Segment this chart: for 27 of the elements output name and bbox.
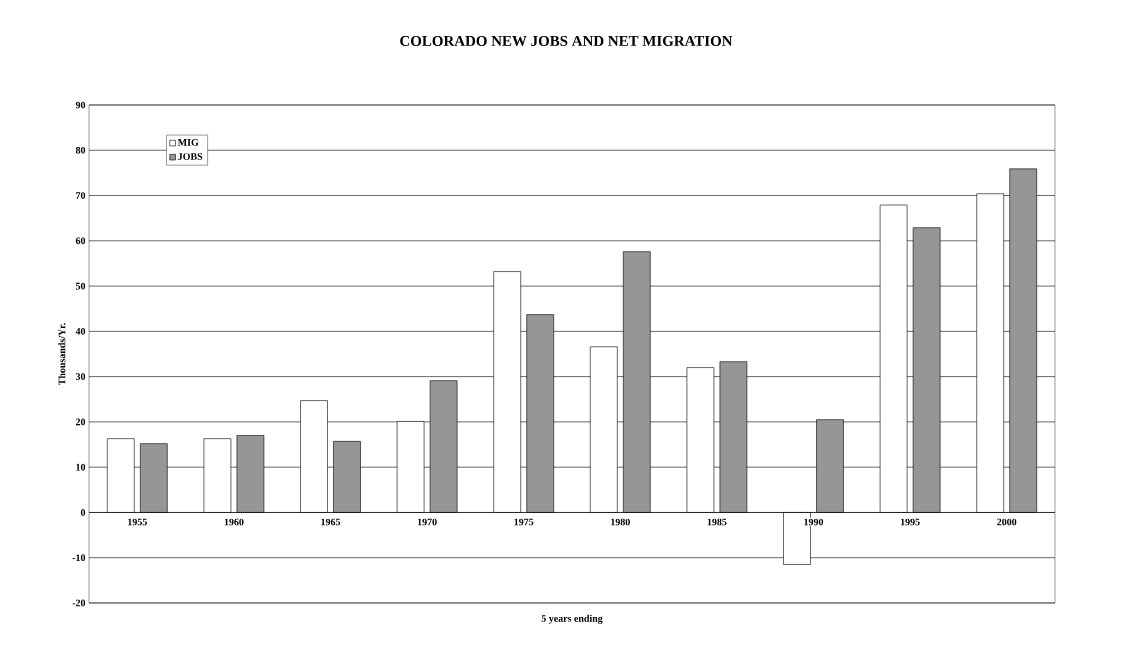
y-tick-label: -10 xyxy=(72,554,86,562)
x-tick-label: 1960 xyxy=(224,518,244,526)
y-tick-label: 20 xyxy=(75,418,86,426)
x-tick-label: 1990 xyxy=(804,518,824,526)
x-tick-label: 1975 xyxy=(514,518,534,526)
y-tick-label: 30 xyxy=(75,373,86,380)
y-tick-label: -20 xyxy=(72,599,86,607)
y-tick-label: 90 xyxy=(75,101,86,109)
y-tick-label: 0 xyxy=(80,509,86,516)
y-tick-label: 60 xyxy=(75,237,86,245)
y-tick-label: 70 xyxy=(76,192,86,199)
y-tick-label: 80 xyxy=(75,146,86,154)
y-axis-title: Thousands/Yr. xyxy=(58,323,66,386)
x-axis-title: 5 years ending xyxy=(541,614,603,624)
x-tick-label: 1970 xyxy=(417,518,437,526)
y-tick-label: 40 xyxy=(75,327,86,335)
legend-label: MIG xyxy=(177,139,199,146)
x-tick-label: 2000 xyxy=(997,518,1017,526)
x-tick-label: 1995 xyxy=(900,518,920,526)
chart-title: COLORADO NEW JOBS AND NET MIGRATION xyxy=(400,35,733,47)
legend-label: JOBS xyxy=(178,153,203,160)
y-tick-label: 50 xyxy=(75,282,86,290)
x-tick-label: 1965 xyxy=(321,518,341,526)
x-tick-label: 1980 xyxy=(611,518,630,526)
x-tick-label: 1955 xyxy=(128,518,147,526)
x-tick-label: 1985 xyxy=(707,518,727,526)
y-tick-label: 10 xyxy=(76,463,86,471)
